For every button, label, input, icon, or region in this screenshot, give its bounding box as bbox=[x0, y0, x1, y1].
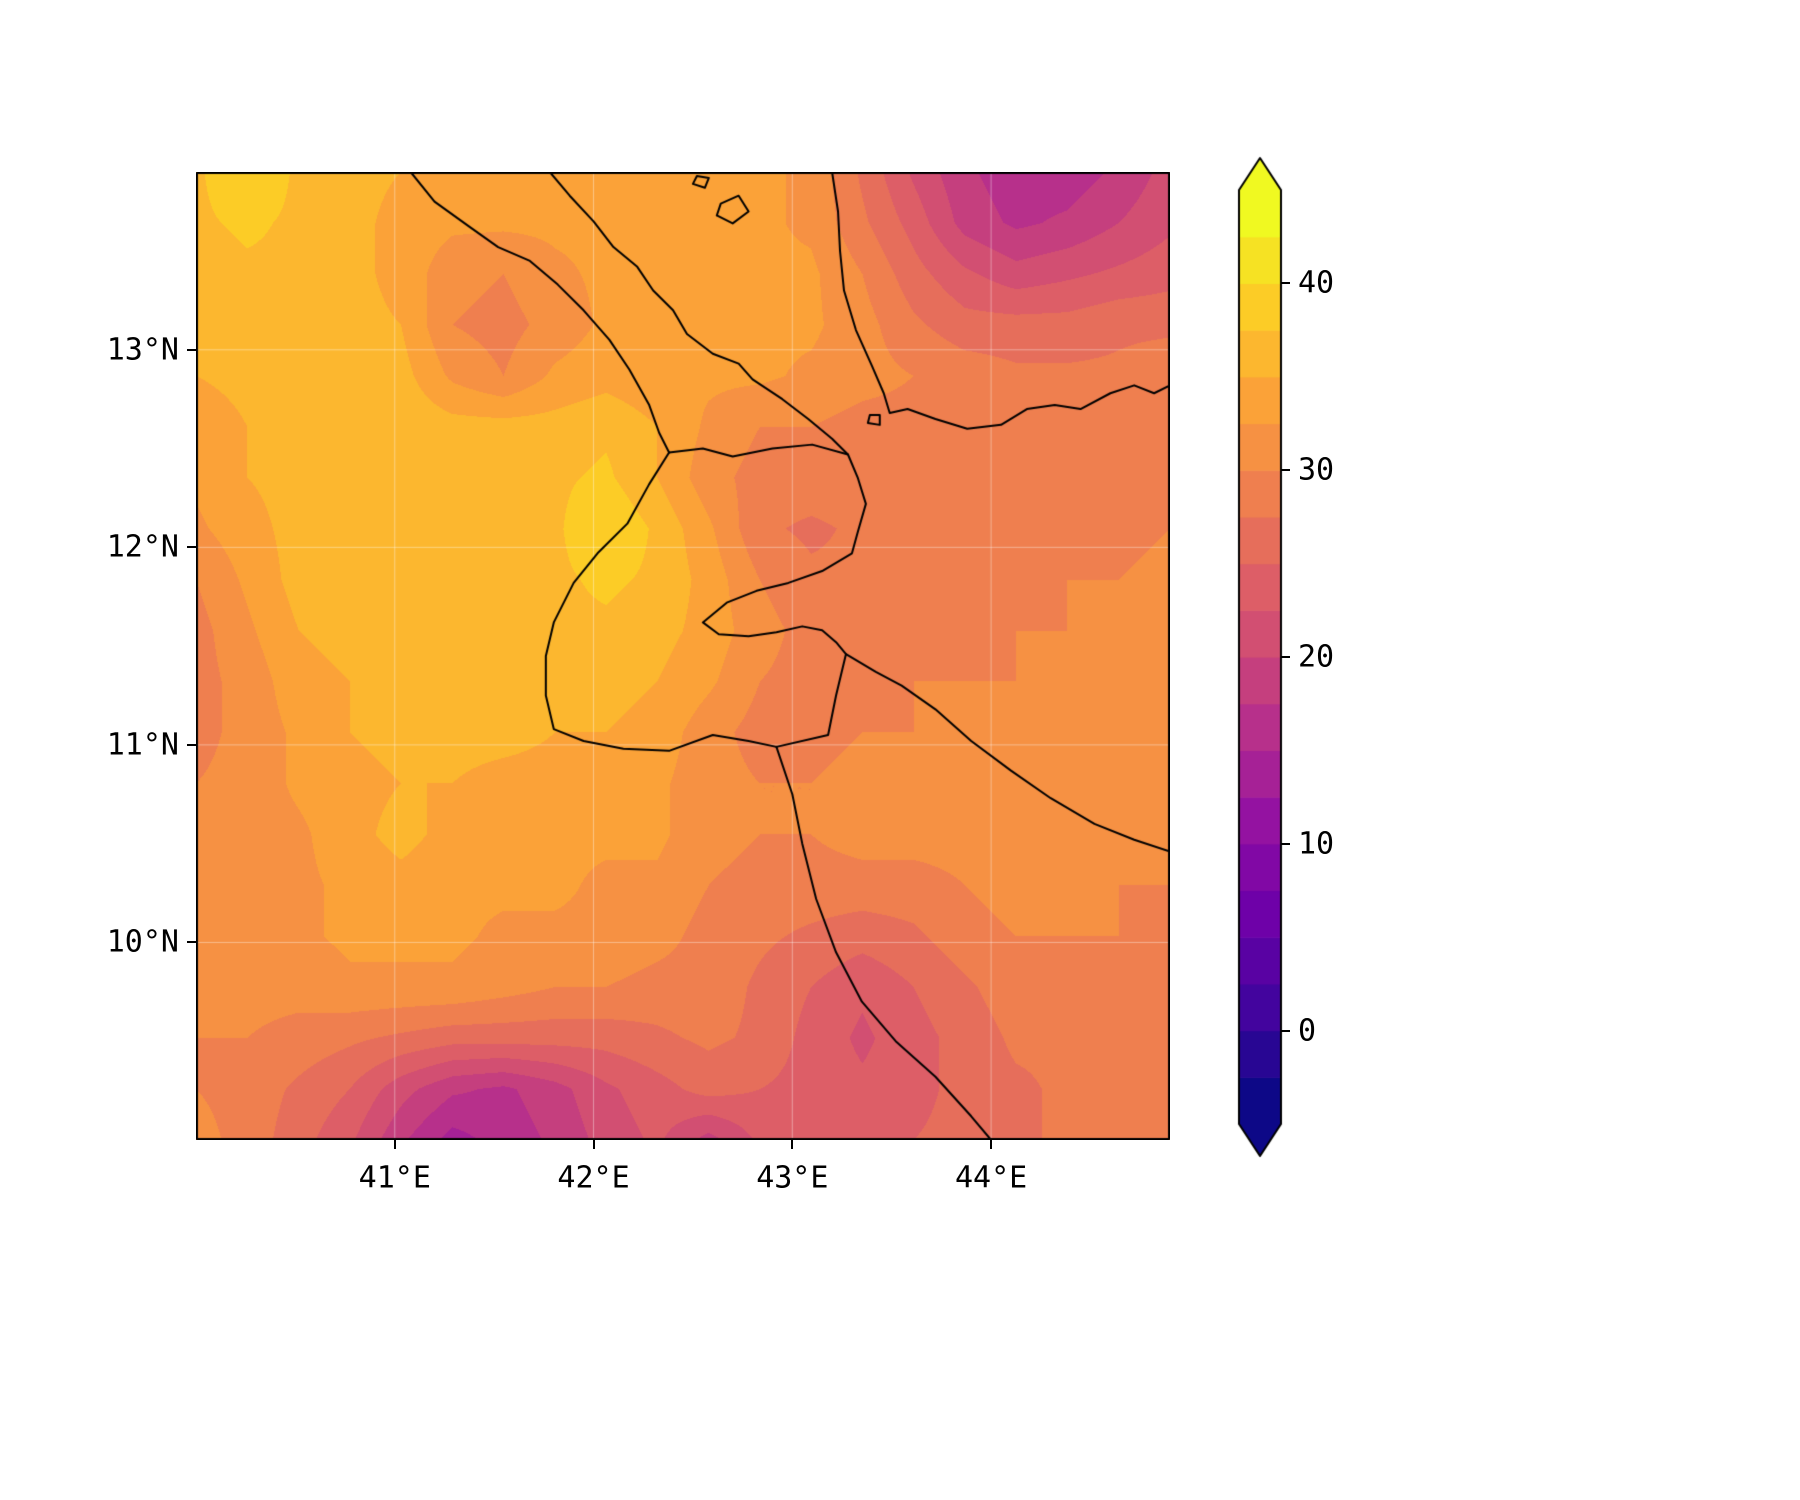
x-tick-mark bbox=[990, 1140, 993, 1149]
colorbar-tick-label: 20 bbox=[1298, 639, 1335, 675]
colorbar-tick-mark bbox=[1281, 1029, 1290, 1032]
y-tick-label: 11°N bbox=[106, 727, 179, 763]
y-tick-mark bbox=[187, 348, 196, 351]
colorbar-tick-label: 0 bbox=[1298, 1013, 1317, 1049]
colorbar-tick-mark bbox=[1281, 656, 1290, 658]
x-tick-label: 44°E bbox=[954, 1160, 1028, 1196]
temperature-contour-map bbox=[196, 172, 1170, 1140]
y-tick-label: 10°N bbox=[106, 924, 179, 960]
x-tick-label: 43°E bbox=[756, 1160, 829, 1196]
colorbar-tick-label: 40 bbox=[1298, 265, 1335, 301]
x-tick-mark bbox=[393, 1140, 396, 1149]
x-tick-mark bbox=[791, 1140, 794, 1149]
colorbar-tick-mark bbox=[1281, 282, 1290, 285]
colorbar-tick-label: 10 bbox=[1298, 826, 1335, 862]
y-tick-label: 13°N bbox=[106, 332, 179, 368]
colorbar-tick-mark bbox=[1281, 469, 1290, 472]
y-tick-mark bbox=[187, 941, 196, 944]
colorbar-tick-mark bbox=[1281, 842, 1290, 845]
colorbar bbox=[1237, 155, 1283, 1159]
x-tick-mark bbox=[592, 1140, 595, 1149]
y-tick-label: 12°N bbox=[106, 529, 179, 565]
y-tick-mark bbox=[187, 743, 196, 746]
colorbar-tick-label: 30 bbox=[1298, 452, 1335, 488]
x-tick-label: 42°E bbox=[557, 1160, 630, 1196]
x-tick-label: 41°E bbox=[358, 1160, 431, 1196]
y-tick-mark bbox=[187, 546, 196, 549]
